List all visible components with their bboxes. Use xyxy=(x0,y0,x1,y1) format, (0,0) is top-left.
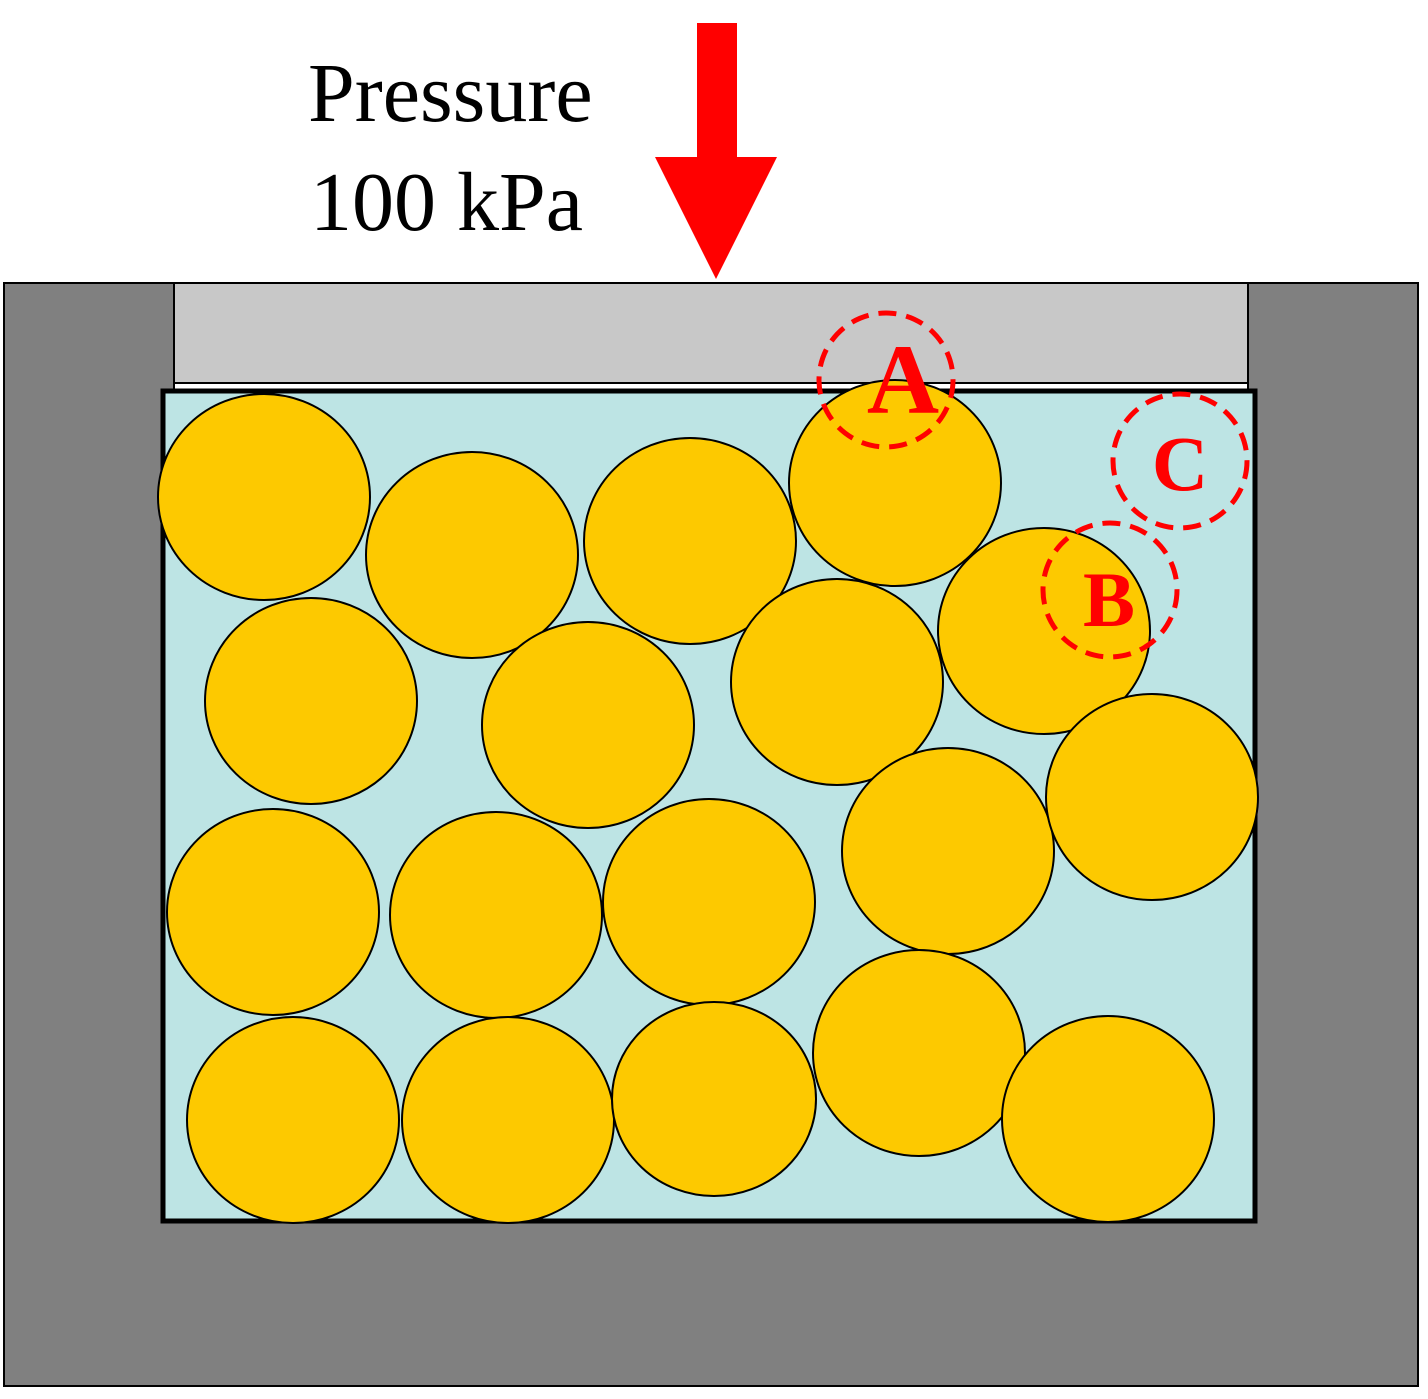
particle xyxy=(1045,693,1259,901)
particle xyxy=(166,808,380,1016)
marker-a: A xyxy=(816,310,956,450)
marker-b-label: B xyxy=(1083,556,1135,643)
particle xyxy=(401,1016,615,1224)
particle xyxy=(937,527,1151,735)
pressure-label: Pressure xyxy=(308,47,593,140)
pressure-arrow-icon xyxy=(655,23,777,279)
particle xyxy=(365,451,579,659)
particles xyxy=(157,379,1259,1224)
marker-c-circle xyxy=(1110,391,1250,531)
particle xyxy=(204,597,418,805)
particle xyxy=(186,1016,400,1224)
piston-plate xyxy=(173,282,1249,384)
particle xyxy=(730,578,944,786)
particle xyxy=(812,949,1026,1157)
particle xyxy=(611,1001,817,1197)
marker-c-label: C xyxy=(1152,420,1208,507)
particle xyxy=(1001,1015,1215,1223)
marker-a-circle xyxy=(816,310,956,450)
marker-a-label: A xyxy=(867,324,939,435)
particle xyxy=(389,811,603,1019)
pressure-value-label: 100 kPa xyxy=(310,156,583,249)
particle xyxy=(602,798,816,1006)
particle xyxy=(481,621,695,829)
particle xyxy=(583,437,797,645)
particle xyxy=(841,747,1055,955)
marker-c: C xyxy=(1110,391,1250,531)
marker-b-circle xyxy=(1040,520,1180,660)
particle xyxy=(157,393,371,601)
marker-b: B xyxy=(1040,520,1180,660)
